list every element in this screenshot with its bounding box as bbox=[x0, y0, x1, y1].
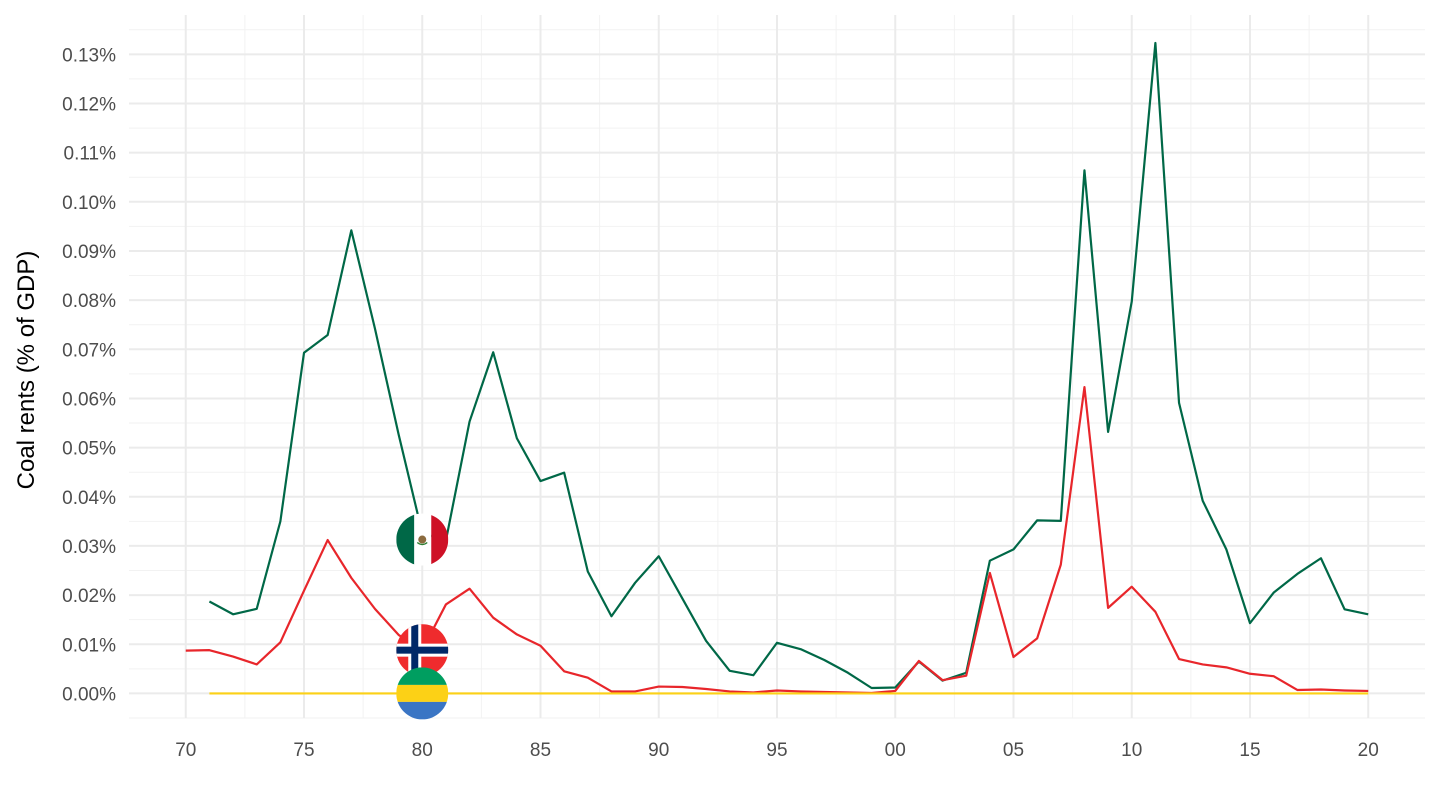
y-tick-label: 0.12% bbox=[62, 94, 116, 115]
mexico-series-line bbox=[208, 41, 1369, 690]
x-tick-label: 70 bbox=[175, 740, 196, 761]
x-tick-label: 10 bbox=[1121, 740, 1142, 761]
x-tick-label: 80 bbox=[412, 740, 433, 761]
major-gridlines bbox=[129, 15, 1425, 718]
y-tick-label: 0.01% bbox=[62, 635, 116, 656]
x-tick-label: 05 bbox=[1003, 740, 1024, 761]
y-tick-label: 0.04% bbox=[62, 488, 116, 509]
y-tick-label: 0.03% bbox=[62, 537, 116, 558]
y-axis: 0.00% 0.01% 0.02% 0.03% 0.04% 0.05% 0.06% 0.07%… bbox=[62, 45, 116, 705]
series-lines bbox=[185, 41, 1369, 695]
y-tick-label: 0.06% bbox=[62, 389, 116, 410]
y-tick-label: 0.09% bbox=[62, 242, 116, 263]
y-tick-label: 0.08% bbox=[62, 291, 116, 312]
y-tick-label: 0.05% bbox=[62, 439, 116, 460]
x-tick-label: 95 bbox=[766, 740, 787, 761]
y-tick-label: 0.00% bbox=[62, 684, 116, 705]
norway-flag-icon bbox=[396, 624, 449, 677]
y-tick-label: 0.10% bbox=[62, 193, 116, 214]
x-tick-label: 20 bbox=[1358, 740, 1379, 761]
x-tick-label: 90 bbox=[648, 740, 669, 761]
y-tick-label: 0.11% bbox=[64, 144, 117, 165]
mexico-flag-icon bbox=[396, 513, 449, 566]
y-tick-label: 0.07% bbox=[62, 340, 116, 361]
y-tick-label: 0.13% bbox=[62, 45, 116, 66]
norway-series-line bbox=[185, 386, 1369, 695]
x-axis: 70 75 80 85 90 95 00 05 10 15 20 bbox=[175, 740, 1379, 761]
y-axis-title: Coal rents (% of GDP) bbox=[13, 251, 40, 490]
x-tick-label: 00 bbox=[885, 740, 906, 761]
flag-markers bbox=[396, 513, 449, 720]
x-tick-label: 75 bbox=[293, 740, 314, 761]
x-tick-label: 85 bbox=[530, 740, 551, 761]
y-tick-label: 0.02% bbox=[62, 586, 116, 607]
gabon-flag-icon bbox=[396, 667, 449, 720]
x-tick-label: 15 bbox=[1239, 740, 1260, 761]
